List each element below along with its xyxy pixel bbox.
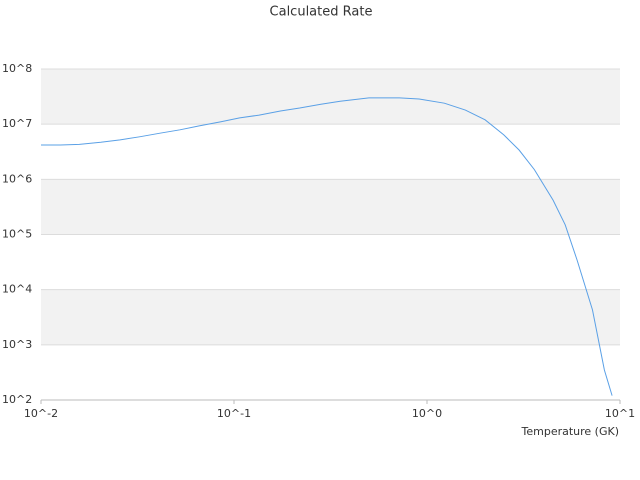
x-tick-label: 10^0: [412, 407, 442, 420]
y-tick-label: 10^2: [2, 393, 32, 406]
x-axis-label: Temperature (GK): [521, 425, 620, 438]
grid-band: [41, 289, 620, 345]
y-tick-label: 10^7: [2, 117, 32, 130]
x-tick-label: 10^-1: [217, 407, 251, 420]
y-tick-label: 10^3: [2, 338, 32, 351]
grid-band: [41, 179, 620, 235]
x-tick-label: 10^1: [605, 407, 635, 420]
y-tick-label: 10^5: [2, 228, 32, 241]
y-tick-label: 10^8: [2, 62, 32, 75]
y-tick-label: 10^4: [2, 283, 32, 296]
grid-band: [41, 69, 620, 125]
y-tick-label: 10^6: [2, 172, 32, 185]
x-tick-label: 10^-2: [24, 407, 58, 420]
data-line: [41, 97, 613, 396]
chart-title: Calculated Rate: [270, 5, 373, 20]
